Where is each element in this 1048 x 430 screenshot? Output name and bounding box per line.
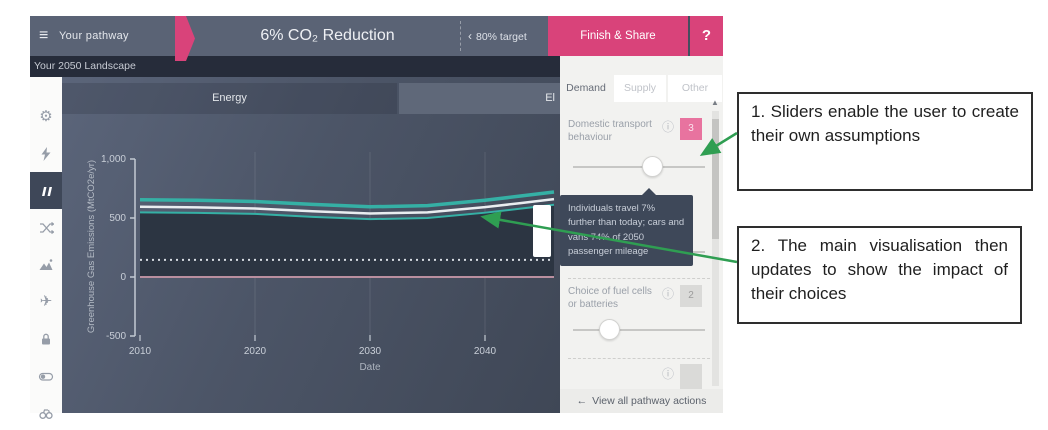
svg-text:2020: 2020 — [244, 346, 267, 357]
landscape-title-bar: Your 2050 Landscape — [30, 56, 560, 77]
tab-demand[interactable]: Demand — [566, 82, 606, 94]
y-axis-label: Greenhouse Gas Emissions (MtCO2e/yr) — [86, 159, 97, 334]
sidebar-item-chart[interactable] — [30, 172, 62, 209]
tab-supply[interactable]: Supply — [614, 75, 666, 102]
main-visualisation: Energy El 1,000 500 0 -500 2010 2020 2030 2040 D… — [62, 77, 560, 413]
target-label: 80% target — [476, 31, 527, 43]
slider-handle-domestic-transport[interactable] — [641, 156, 663, 177]
lightning-icon — [41, 146, 51, 161]
scroll-up-arrow-icon[interactable]: ▲ — [711, 98, 719, 107]
divider — [460, 21, 461, 51]
info-icon[interactable]: ⓘ — [662, 367, 675, 381]
divider — [568, 278, 715, 279]
hamburger-menu-icon[interactable]: ≡ — [39, 27, 49, 44]
shuffle-icon — [40, 221, 54, 234]
svg-text:2040: 2040 — [474, 346, 497, 357]
tab-electricity-clipped[interactable]: El — [399, 83, 560, 114]
control-label-fuel-cells: Choice of fuel cells or batteries — [568, 286, 652, 310]
sidebar-item-energy[interactable] — [30, 135, 62, 172]
svg-text:2010: 2010 — [129, 346, 152, 357]
page-title: 6% CO₂ Reduction — [260, 27, 395, 44]
svg-text:1,000: 1,000 — [101, 154, 126, 165]
chart-edge-chip — [533, 205, 551, 257]
landscape-title: Your 2050 Landscape — [34, 60, 136, 72]
tab-other[interactable]: Other — [668, 75, 722, 102]
sidebar-item-explore[interactable] — [30, 394, 62, 430]
svg-text:500: 500 — [109, 213, 126, 224]
pathway-calculator-app: ≡ Your pathway 6% CO₂ Reduction ‹ 80% tar… — [30, 16, 723, 419]
sidebar-item-landscape[interactable] — [30, 246, 62, 283]
top-bar: ≡ Your pathway 6% CO₂ Reduction ‹ 80% tar… — [30, 16, 723, 61]
gear-icon: ⚙ — [39, 107, 53, 125]
sidebar-item-settings[interactable]: ⚙ — [30, 98, 62, 135]
slider-track[interactable] — [573, 166, 705, 168]
annotation-box-1: 1. Sliders enable the user to create the… — [737, 92, 1033, 191]
view-all-actions-label: View all pathway actions — [592, 395, 707, 407]
help-button[interactable]: ? — [688, 16, 723, 56]
plane-icon: ✈ — [39, 292, 53, 310]
level-badge-fuel-cells[interactable]: 2 — [680, 285, 702, 307]
svg-text:Date: Date — [359, 362, 381, 373]
icon-sidebar: ⚙ ✈ — [30, 77, 62, 419]
annotation-box-2: 2. The main visualisation then updates t… — [737, 226, 1022, 324]
slider-handle-fuel-cells[interactable] — [599, 319, 621, 340]
slider-track[interactable] — [573, 329, 705, 331]
svg-text:-500: -500 — [106, 331, 126, 342]
left-arrow-icon: ← — [576, 395, 588, 407]
control-label-domestic-transport: Domestic transport behaviour — [568, 119, 652, 143]
toggle-icon — [38, 372, 54, 381]
sidebar-item-toggle[interactable] — [30, 357, 62, 394]
chevron-left-icon: ‹ — [468, 29, 472, 43]
lock-icon — [42, 333, 50, 344]
sidebar-item-shuffle[interactable] — [30, 209, 62, 246]
slider-tooltip: Individuals travel 7% further than today… — [560, 188, 693, 266]
control-panel: Demand Supply Other Domestic transport b… — [560, 56, 723, 413]
scrollbar-thumb[interactable] — [712, 119, 719, 239]
finish-share-button[interactable]: Finish & Share — [548, 16, 688, 56]
svg-text:0: 0 — [120, 272, 126, 283]
info-icon[interactable]: ⓘ — [662, 120, 675, 134]
mountains-icon — [39, 258, 53, 270]
panel-scrollbar[interactable] — [712, 111, 719, 386]
menu-label[interactable]: Your pathway — [59, 30, 129, 42]
sidebar-item-transport[interactable]: ✈ — [30, 283, 62, 320]
target-link[interactable]: ‹ 80% target — [468, 16, 552, 57]
sidebar-item-lock[interactable] — [30, 320, 62, 357]
tab-energy[interactable]: Energy — [62, 83, 397, 114]
info-icon[interactable]: ⓘ — [662, 287, 675, 301]
level-badge-partial[interactable] — [680, 364, 702, 389]
level-badge-domestic-transport[interactable]: 3 — [680, 118, 702, 140]
view-all-actions-link[interactable]: ← View all pathway actions — [560, 389, 723, 413]
divider — [568, 358, 715, 359]
bar-chart-icon — [42, 186, 52, 196]
progress-chevron-icon — [175, 16, 195, 61]
svg-text:2030: 2030 — [359, 346, 382, 357]
binoculars-icon — [39, 408, 53, 419]
